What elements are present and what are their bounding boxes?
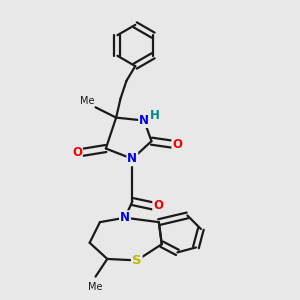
Text: Me: Me	[80, 96, 94, 106]
Text: Me: Me	[88, 283, 103, 292]
Text: N: N	[127, 152, 137, 165]
Text: O: O	[172, 138, 182, 151]
Text: S: S	[132, 254, 142, 267]
Text: N: N	[120, 211, 130, 224]
Text: H: H	[150, 109, 160, 122]
Text: O: O	[72, 146, 82, 159]
Text: N: N	[139, 114, 149, 127]
Text: O: O	[153, 200, 163, 212]
